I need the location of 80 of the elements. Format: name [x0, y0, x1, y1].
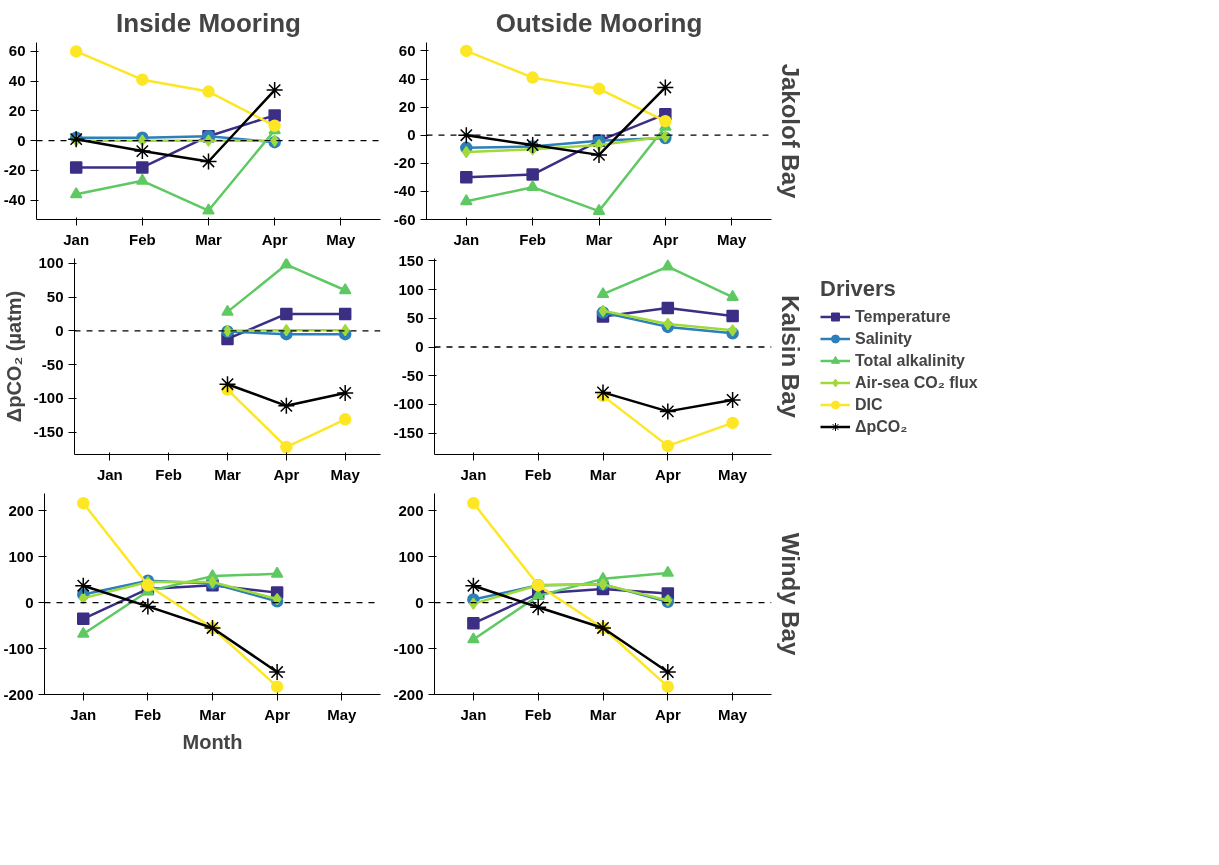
y-tick-label: -100 — [3, 639, 34, 657]
legend-label: Total alkalinity — [855, 351, 965, 370]
x-tick-label: Apr — [654, 465, 681, 483]
x-tick-label: Mar — [195, 230, 222, 248]
y-tick-label: -100 — [393, 395, 424, 413]
x-tick-label: May — [718, 465, 748, 483]
y-tick-label: -150 — [33, 423, 64, 441]
y-tick-label: 40 — [398, 70, 416, 88]
y-tick-label: 0 — [55, 321, 64, 339]
y-tick-label: -50 — [401, 366, 424, 384]
y-tick-label: 150 — [398, 251, 424, 269]
y-tick-label: -150 — [393, 424, 424, 442]
x-tick-label: Mar — [589, 465, 617, 483]
y-tick-label: 0 — [25, 593, 34, 611]
y-tick-label: -100 — [33, 389, 64, 407]
y-tick-label: 0 — [407, 126, 416, 144]
x-tick-label: Mar — [589, 705, 617, 723]
x-tick-label: Apr — [654, 705, 681, 723]
legend-label: DIC — [855, 395, 883, 414]
y-tick-label: 50 — [46, 288, 64, 306]
x-tick-label: Mar — [199, 705, 226, 723]
x-tick-label: Feb — [524, 465, 552, 483]
x-tick-label: Apr — [261, 230, 288, 248]
x-tick-label: Apr — [273, 465, 300, 483]
x-tick-label: Feb — [134, 705, 162, 723]
x-tick-label: Apr — [264, 705, 291, 723]
y-tick-label: 60 — [398, 41, 416, 59]
x-tick-label: Mar — [585, 230, 613, 248]
y-tick-label: -60 — [393, 210, 416, 228]
x-tick-label: May — [326, 230, 357, 248]
text: Jakolof Bay — [776, 63, 804, 200]
x-tick-label: May — [718, 705, 748, 723]
y-tick-label: -200 — [3, 685, 34, 703]
x-axis-title: Month — [182, 730, 243, 753]
x-tick-label: Feb — [155, 465, 182, 483]
y-axis-title: ΔpCO₂ (µatm) — [3, 290, 26, 423]
y-tick-label: -40 — [393, 182, 416, 200]
y-tick-label: 20 — [8, 101, 26, 119]
x-tick-label: May — [327, 705, 357, 723]
x-tick-label: Feb — [524, 705, 552, 723]
y-tick-label: 50 — [406, 309, 424, 327]
y-tick-label: 100 — [398, 280, 424, 298]
y-tick-label: -40 — [3, 191, 26, 209]
y-tick-label: 100 — [38, 254, 64, 272]
y-tick-label: 0 — [17, 131, 26, 149]
x-tick-label: Feb — [519, 230, 546, 248]
y-tick-label: 0 — [415, 593, 424, 611]
legend-label: Salinity — [855, 329, 912, 348]
y-tick-label: -50 — [41, 355, 64, 373]
x-tick-label: Mar — [214, 465, 241, 483]
legend-label: ΔpCO₂ — [855, 417, 908, 436]
chart-title: Inside Mooring — [116, 7, 301, 38]
y-tick-label: -20 — [3, 161, 26, 179]
x-tick-label: Apr — [652, 230, 679, 248]
y-tick-label: 60 — [8, 42, 26, 60]
x-tick-label: Jan — [63, 230, 90, 248]
y-tick-label: 200 — [398, 501, 424, 519]
legend-label: Air-sea CO₂ flux — [855, 373, 978, 392]
y-tick-label: 200 — [8, 501, 34, 519]
text: Windy Bay — [776, 532, 804, 656]
legend-title: Drivers — [820, 275, 897, 302]
x-tick-label: Jan — [453, 230, 480, 248]
y-tick-label: -100 — [393, 639, 424, 657]
x-tick-label: Jan — [70, 705, 97, 723]
y-tick-label: -200 — [393, 685, 424, 703]
y-tick-label: 0 — [415, 338, 424, 356]
x-tick-label: Jan — [460, 705, 487, 723]
y-tick-label: 40 — [8, 72, 26, 90]
x-tick-label: Jan — [460, 465, 487, 483]
x-tick-label: May — [717, 230, 747, 248]
x-tick-label: Feb — [129, 230, 156, 248]
chart-title: Outside Mooring — [495, 7, 703, 38]
x-tick-label: Jan — [96, 465, 123, 483]
y-tick-label: 100 — [398, 547, 424, 565]
legend-label: Temperature — [855, 307, 951, 326]
y-tick-label: 20 — [398, 98, 416, 116]
x-tick-label: May — [330, 465, 361, 483]
text: Kalsin Bay — [776, 295, 804, 419]
y-tick-label: -20 — [393, 154, 416, 172]
y-tick-label: 100 — [8, 547, 34, 565]
